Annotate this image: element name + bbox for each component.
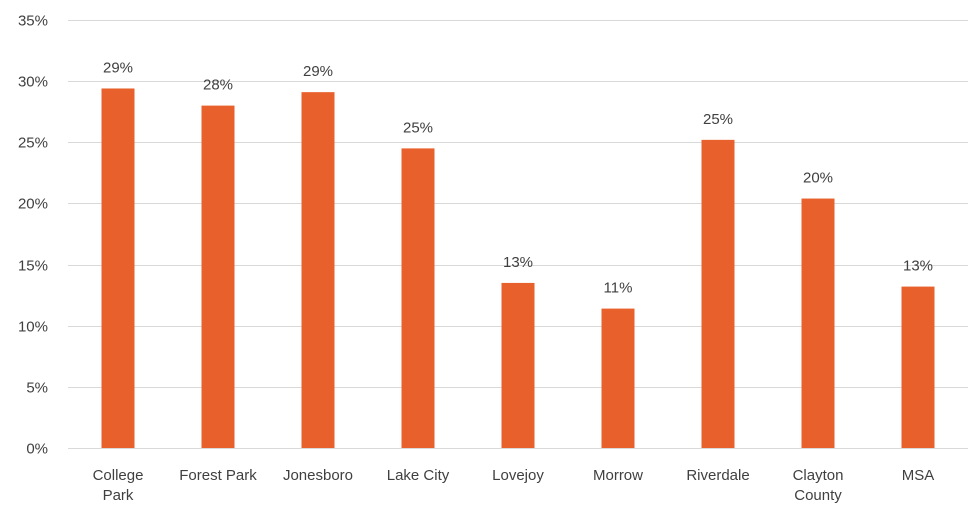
data-label: 11% [604, 280, 633, 297]
y-tick-label: 30% [18, 74, 48, 91]
bar [501, 282, 535, 448]
x-category-label: Park [103, 487, 134, 504]
y-tick-label: 10% [18, 319, 48, 336]
data-label: 28% [203, 77, 233, 94]
data-label: 13% [503, 254, 533, 271]
bar [901, 286, 935, 448]
data-label: 25% [703, 111, 733, 128]
data-label: 29% [103, 59, 133, 76]
data-label: 20% [803, 170, 833, 187]
data-label: 29% [303, 63, 333, 80]
x-category-label: Lovejoy [492, 467, 544, 484]
y-tick-label: 25% [18, 135, 48, 152]
data-labels: 29% 28% 29% 25% 13% 11% 25% 20% 13% [103, 59, 933, 296]
x-category-label: Riverdale [686, 467, 749, 484]
bar [801, 198, 835, 448]
x-category-label: Clayton [793, 467, 844, 484]
x-category-label: MSA [902, 467, 935, 484]
bar [401, 148, 435, 448]
bar [701, 139, 735, 448]
bar [201, 105, 235, 448]
bar [101, 88, 135, 448]
bar [301, 92, 335, 449]
x-category-label: College [93, 467, 144, 484]
y-tick-label: 15% [18, 258, 48, 275]
x-axis-category-labels: College Park Forest Park Jonesboro Lake City… [93, 467, 935, 504]
x-category-label: Jonesboro [283, 467, 353, 484]
x-category-label: Forest Park [179, 467, 257, 484]
data-label: 13% [903, 258, 933, 275]
y-axis-tick-labels: 0% 5% 10% 15% 20% 25% 30% 35% [18, 13, 48, 458]
bars [101, 88, 935, 449]
y-tick-label: 0% [26, 441, 48, 458]
x-category-label: County [794, 487, 842, 504]
x-category-label: Morrow [593, 467, 643, 484]
x-category-label: Lake City [387, 467, 450, 484]
bar [601, 308, 635, 448]
y-tick-label: 5% [26, 380, 48, 397]
y-tick-label: 20% [18, 196, 48, 213]
data-label: 25% [403, 119, 433, 136]
y-tick-label: 35% [18, 13, 48, 30]
